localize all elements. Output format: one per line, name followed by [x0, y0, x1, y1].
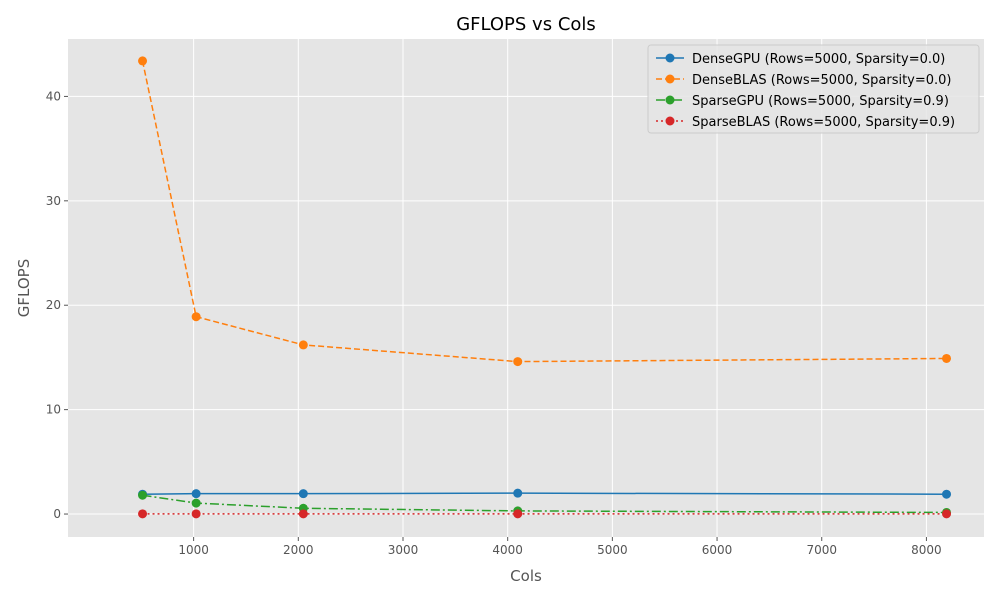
data-point [138, 509, 148, 519]
data-point [298, 489, 308, 499]
series-1 [138, 56, 952, 367]
data-point [513, 357, 523, 367]
x-tick-label: 6000 [702, 543, 733, 557]
x-tick-label: 3000 [388, 543, 419, 557]
legend-label: SparseGPU (Rows=5000, Sparsity=0.9) [692, 94, 949, 109]
x-tick-label: 2000 [283, 543, 314, 557]
y-tick-label: 20 [46, 298, 61, 312]
x-tick-label: 7000 [806, 543, 837, 557]
y-axis-label: GFLOPS [15, 259, 33, 317]
data-point [942, 353, 952, 363]
legend-marker [665, 74, 675, 84]
x-axis-label: Cols [510, 567, 542, 585]
legend-marker [665, 95, 675, 105]
data-point [191, 498, 201, 508]
data-point [298, 340, 308, 350]
y-tick-label: 10 [46, 403, 61, 417]
legend-label: SparseBLAS (Rows=5000, Sparsity=0.9) [692, 115, 955, 130]
series-3 [138, 509, 952, 519]
y-ticks: 0 10 20 30 40 [46, 89, 68, 521]
data-point [191, 489, 201, 499]
legend-item: SparseGPU (Rows=5000, Sparsity=0.9) [656, 94, 949, 109]
data-point [513, 509, 523, 519]
series-group [138, 56, 952, 519]
y-tick-label: 0 [53, 507, 61, 521]
data-point [942, 509, 952, 519]
data-point [138, 490, 148, 500]
data-point [942, 489, 952, 499]
x-tick-label: 8000 [911, 543, 942, 557]
x-tick-label: 4000 [492, 543, 523, 557]
legend: DenseGPU (Rows=5000, Sparsity=0.0) DenseB… [647, 44, 980, 134]
data-point [191, 312, 201, 322]
y-tick-label: 30 [46, 194, 61, 208]
x-tick-label: 5000 [597, 543, 628, 557]
legend-marker [665, 116, 675, 126]
x-ticks: 1000 2000 3000 4000 5000 6000 7000 8000 [178, 537, 942, 557]
legend-item: SparseBLAS (Rows=5000, Sparsity=0.9) [656, 115, 955, 130]
legend-marker [665, 53, 675, 63]
y-tick-label: 40 [46, 89, 61, 103]
data-point [191, 509, 201, 519]
legend-label: DenseBLAS (Rows=5000, Sparsity=0.0) [692, 73, 952, 88]
legend-label: DenseGPU (Rows=5000, Sparsity=0.0) [692, 52, 945, 67]
legend-item: DenseBLAS (Rows=5000, Sparsity=0.0) [656, 73, 952, 88]
data-point [513, 488, 523, 498]
x-tick-label: 1000 [178, 543, 209, 557]
legend-item: DenseGPU (Rows=5000, Sparsity=0.0) [656, 52, 945, 67]
data-point [298, 509, 308, 519]
chart-title: GFLOPS vs Cols [456, 14, 596, 35]
data-point [138, 56, 148, 66]
legend-box [647, 44, 980, 134]
